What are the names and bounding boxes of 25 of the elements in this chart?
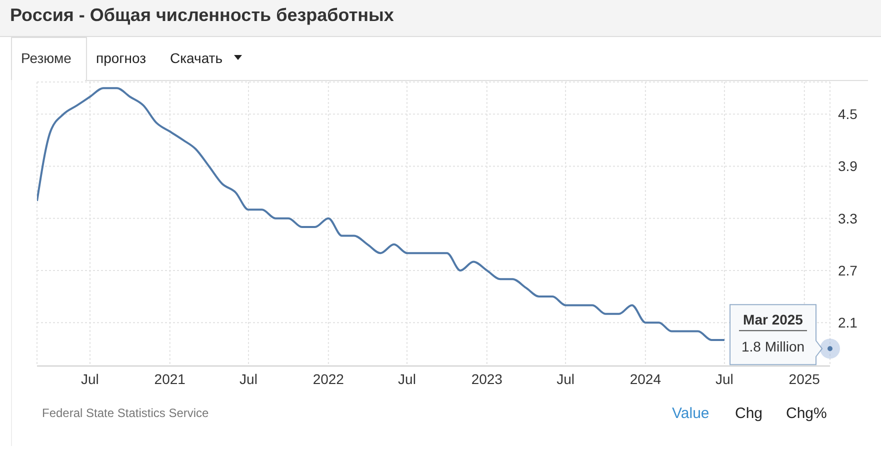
text: прогноз <box>96 50 146 66</box>
x-tick-label: Jul <box>716 370 734 387</box>
chart-title: Россия - Общая численность безработных <box>10 5 394 26</box>
x-tick-label: 2023 <box>471 370 503 387</box>
x-tick-label: Jul <box>556 370 574 387</box>
x-tick-label: 2024 <box>630 370 662 387</box>
x-tick-label: Jul <box>398 370 416 387</box>
annotation: Mar 2025 <box>743 312 804 328</box>
annotation: 1.8 Million <box>741 338 805 355</box>
x-tick-label: Jul <box>240 370 258 387</box>
text: Chg <box>735 405 763 422</box>
y-tick-label: 2.7 <box>838 262 858 278</box>
x-tick-label: 2022 <box>312 370 344 387</box>
text: Chg% <box>786 405 827 422</box>
y-tick-label: 3.3 <box>838 210 858 226</box>
y-tick-label: 3.9 <box>838 158 858 174</box>
x-tick-label: 2021 <box>154 370 186 387</box>
y-tick-label: 2.1 <box>838 314 858 331</box>
y-tick-label: 4.5 <box>838 106 858 122</box>
text: Federal State Statistics Service <box>42 406 209 420</box>
text: Value <box>672 405 710 422</box>
text: Резюме <box>21 50 72 66</box>
text: Скачать <box>170 50 222 66</box>
x-tick-label: 2025 <box>788 370 820 387</box>
x-tick-label: Jul <box>81 370 99 387</box>
